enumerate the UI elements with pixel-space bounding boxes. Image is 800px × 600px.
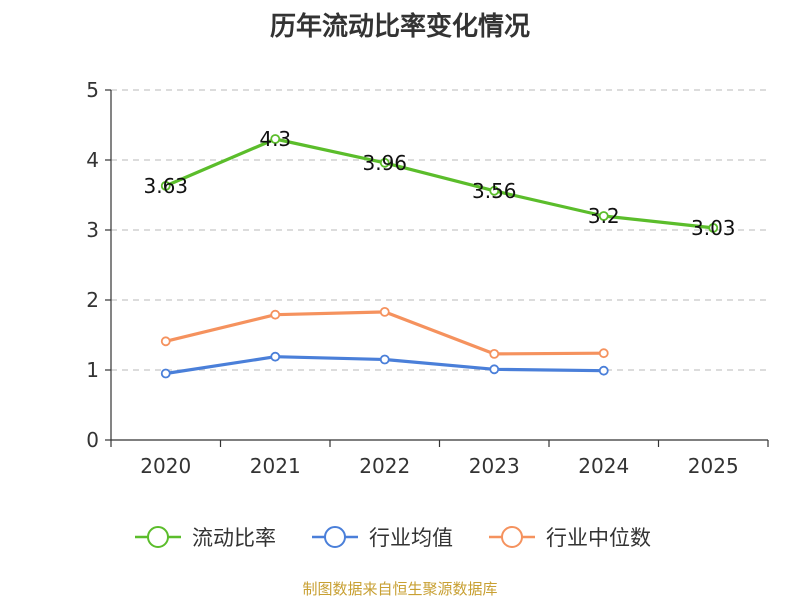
data-label: 3.56 [472, 179, 517, 203]
y-tick-label: 5 [86, 78, 99, 102]
data-point [160, 336, 171, 347]
legend-label: 行业均值 [369, 526, 453, 550]
data-label: 4.3 [259, 127, 291, 151]
data-point [598, 348, 609, 359]
legend-label: 流动比率 [192, 526, 276, 550]
data-point [489, 185, 500, 196]
y-tick-label: 4 [86, 148, 99, 172]
data-label: 3.63 [143, 174, 188, 198]
x-tick-label: 2021 [250, 454, 301, 478]
legend-marker [501, 526, 523, 548]
legend-label: 行业中位数 [546, 526, 651, 550]
x-tick-label: 2023 [469, 454, 520, 478]
data-label: 3.96 [362, 151, 407, 175]
data-point [160, 368, 171, 379]
data-point [598, 211, 609, 221]
data-label: 3.2 [588, 204, 620, 228]
data-point [598, 365, 609, 376]
data-point [270, 309, 281, 320]
x-tick-label: 2024 [578, 454, 629, 478]
data-point [160, 180, 171, 191]
source-note: 制图数据来自恒生聚源数据库 [302, 580, 498, 598]
y-tick-label: 3 [86, 218, 99, 242]
x-tick-label: 2020 [140, 454, 191, 478]
x-tick-label: 2025 [688, 454, 739, 478]
chart-title: 历年流动比率变化情况 [269, 12, 530, 42]
data-point [270, 351, 281, 362]
series-line-0 [164, 137, 715, 230]
x-tick-label: 2022 [359, 454, 410, 478]
y-tick-label: 1 [86, 358, 99, 382]
data-label: 3.03 [691, 216, 736, 240]
data-point [489, 364, 500, 375]
legend-marker [324, 526, 346, 548]
series-line-2 [164, 310, 606, 356]
y-tick-label: 2 [86, 288, 99, 312]
data-point [379, 157, 390, 168]
legend-marker [147, 526, 169, 548]
data-point [270, 134, 281, 144]
y-tick-label: 0 [86, 428, 99, 452]
data-point [379, 354, 390, 365]
data-point [379, 306, 390, 317]
data-point [708, 222, 719, 233]
data-point [489, 348, 500, 359]
